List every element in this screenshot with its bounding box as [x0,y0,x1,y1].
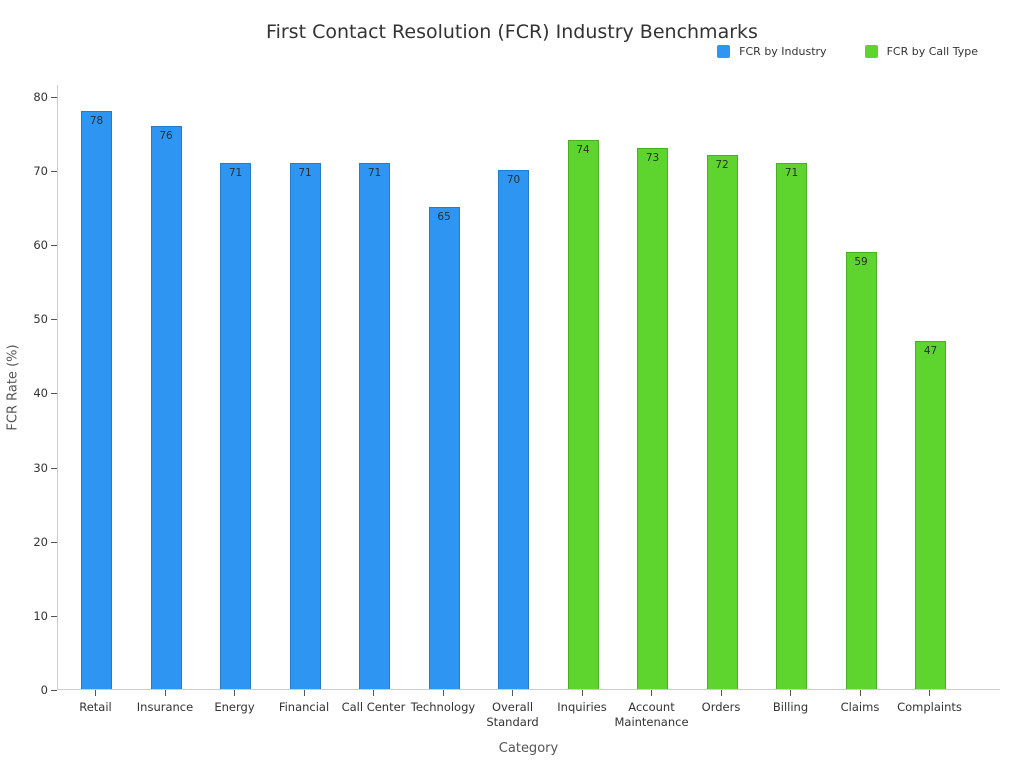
x-axis-title: Category [498,741,559,756]
x-tick-mark [651,690,652,696]
bar: 78 [81,110,112,689]
y-tick-mark [51,467,57,469]
bar: 70 [498,170,529,689]
y-tick-label: 60 [33,238,48,253]
x-tick-mark [790,690,791,696]
x-category-label: Claims [840,700,880,714]
bar: 71 [220,162,251,689]
chart-title: First Contact Resolution (FCR) Industry … [266,21,758,43]
y-axis-tick-marks [51,85,57,691]
x-tick-mark [720,690,722,696]
x-tick-mark [95,690,96,696]
x-axis-tick-marks [57,690,1000,696]
bar-value-label: 70 [506,174,521,187]
x-tick-mark [442,690,444,696]
y-tick-label: 50 [33,312,48,327]
y-tick-mark [51,245,57,247]
bar-value-label: 73 [645,151,660,164]
bar-value-label: 78 [89,114,104,127]
bar: 74 [567,140,599,689]
bar: 76 [150,125,182,689]
bar-value-label: 71 [367,166,382,179]
bar-value-label: 71 [784,166,799,179]
bar-value-label: 76 [159,129,173,142]
x-category-label: Retail [79,700,112,714]
y-tick-mark [51,393,57,395]
bar: 73 [637,147,668,689]
legend-label-industry: FCR by Industry [739,45,827,58]
x-category-label: Complaints [897,700,962,714]
y-tick-mark [51,690,57,691]
x-category-label: Insurance [136,700,194,714]
bar: 65 [428,207,460,689]
legend: FCR by Industry FCR by Call Type [717,45,978,58]
x-category-label: Energy [214,700,255,714]
x-category-label: Inquiries [557,700,607,714]
x-tick-mark [303,690,305,696]
plot-area: 78 76 71 71 71 65 70 74 73 72 71 59 47 [57,85,1000,690]
legend-label-call-type: FCR by Call Type [886,45,978,58]
x-tick-mark [512,690,513,696]
x-tick-mark [581,690,583,696]
x-tick-mark [859,690,861,696]
bar-value-label: 59 [854,255,868,268]
y-tick-label: 70 [33,164,48,178]
bar-value-label: 72 [715,159,729,172]
x-tick-mark [373,690,374,696]
y-tick-mark [51,96,57,98]
x-category-label: Financial [278,700,330,714]
x-tick-mark [929,690,930,696]
x-category-label: Billing [772,700,809,714]
y-axis-tick-labels: 0 10 20 30 40 50 60 70 80 [0,85,48,697]
x-category-label: Call Center [341,700,406,714]
bar: 71 [289,162,321,689]
x-category-label: Account Maintenance [614,700,689,729]
bar: 72 [706,155,738,689]
x-category-label: Overall Standard [486,700,539,729]
bar-value-label: 71 [298,166,312,179]
bar: 59 [845,251,877,689]
y-tick-label: 40 [33,386,48,401]
y-tick-mark [51,615,57,617]
y-tick-label: 10 [33,608,48,623]
x-tick-mark [234,690,235,696]
legend-item-industry: FCR by Industry [717,45,827,58]
bar: 71 [776,162,807,689]
y-tick-mark [51,171,57,172]
y-tick-mark [51,319,57,321]
legend-item-call-type: FCR by Call Type [864,45,978,58]
y-tick-label: 20 [33,534,48,549]
bar: 47 [915,340,946,689]
bar-value-label: 47 [923,344,938,357]
bar: 71 [359,162,390,689]
bar-value-label: 71 [228,166,243,179]
x-axis-category-labels: Retail Insurance Energy Financial Call Cente… [57,700,1000,732]
y-tick-mark [51,541,57,543]
x-tick-mark [164,690,166,696]
legend-swatch-industry-icon [717,45,731,58]
bar-value-label: 74 [576,144,590,157]
x-category-label: Orders [701,700,741,714]
legend-swatch-call-type-icon [864,45,878,58]
y-tick-label: 0 [40,683,48,697]
x-category-label: Technology [410,700,476,714]
y-tick-label: 30 [33,460,48,475]
y-tick-label: 80 [33,89,48,104]
bar-value-label: 65 [437,211,451,224]
